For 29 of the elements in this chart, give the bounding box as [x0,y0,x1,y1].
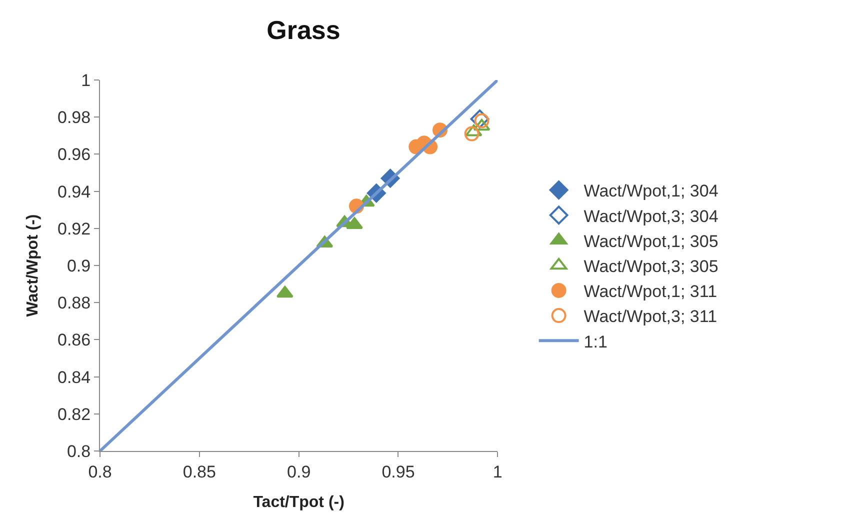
legend-label: Wact/Wpot,3; 304 [584,206,718,226]
y-tick-label: 0.86 [58,330,91,350]
point [276,286,294,298]
y-tick-label: 0.88 [58,294,91,313]
legend-label: Wact/Wpot,3; 305 [584,256,718,276]
legend-label: Wact/Wpot,1; 304 [584,182,718,201]
y-tick-label: 0.82 [58,404,91,424]
point [464,126,480,142]
y-tick-label: 0.84 [58,368,91,387]
x-axis-title: Tact/Tpot (-) [253,494,344,512]
point [470,110,490,128]
y-tick-label: 0.92 [58,219,91,238]
y-tick-label: 0.96 [58,145,91,164]
y-tick-label: 1 [81,70,91,90]
x-tick-label: 0.9 [287,462,311,482]
legend-label: Wact/Wpot,1; 311 [584,282,718,302]
y-tick-label: 0.8 [66,442,91,461]
x-tick-label: 0.95 [382,462,415,482]
y-tick-label: 0.94 [58,182,91,202]
legend-label: 1:1 [584,332,608,352]
chart-title: Grass [266,15,340,46]
y-tick-label: 0.98 [58,108,91,128]
legend-label: Wact/Wpot,1; 305 [584,232,718,251]
y-axis-title: Wact/Wpot (-) [24,214,42,317]
x-tick-label: 1 [492,462,502,482]
legend-label: Wact/Wpot,3; 311 [584,307,718,326]
x-tick-label: 0.8 [88,462,112,482]
x-tick-label: 0.85 [182,462,216,482]
y-tick-label: 0.9 [66,256,91,276]
